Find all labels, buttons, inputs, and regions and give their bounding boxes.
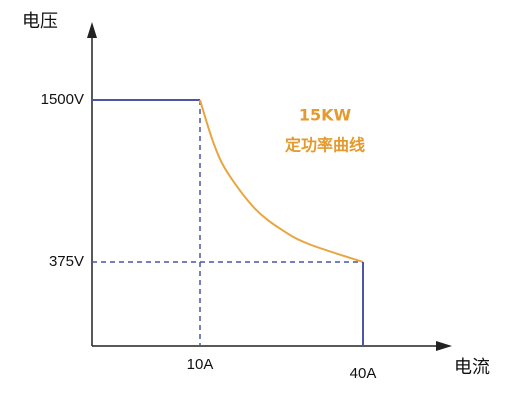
x-axis-arrow [436, 341, 452, 351]
annotation: 15KW [299, 106, 352, 125]
y-tick-label: 1500V [41, 91, 84, 108]
y-axis-label: 电压 [22, 11, 58, 32]
x-axis-label: 电流 [454, 357, 490, 378]
y-tick-label: 375V [49, 253, 84, 270]
series-line [199, 99, 364, 263]
y-axis-arrow [87, 22, 97, 38]
x-tick-label: 40A [350, 365, 377, 382]
annotation: 定功率曲线 [284, 136, 365, 155]
x-tick-label: 10A [187, 356, 214, 373]
